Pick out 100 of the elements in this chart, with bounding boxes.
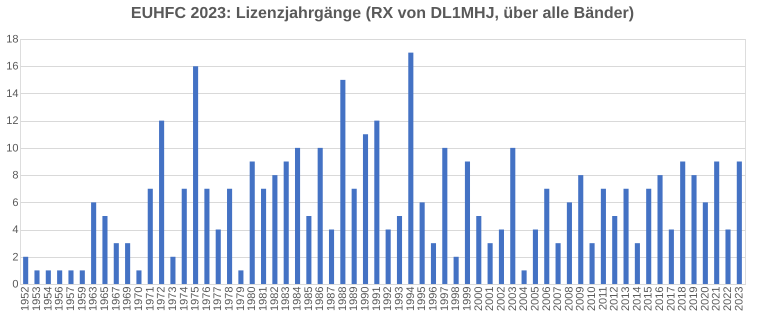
x-tick-label: 1974	[178, 286, 190, 311]
bar	[340, 80, 346, 284]
bar	[430, 243, 436, 284]
x-tick-label: 2012	[608, 286, 621, 311]
bar	[498, 230, 504, 284]
bar	[578, 175, 584, 284]
bar	[408, 52, 414, 284]
x-tick-label: 1965	[98, 286, 111, 311]
y-tick-label: 18	[6, 34, 18, 46]
x-tick-label: 1982	[268, 286, 281, 311]
x-tick-label: 1988	[336, 286, 349, 311]
x-tick-label: 2013	[620, 286, 632, 311]
y-tick-label: 16	[6, 60, 18, 73]
bar	[612, 216, 618, 284]
x-tick-label: 1995	[416, 286, 428, 311]
bar	[522, 270, 527, 284]
bar	[590, 243, 595, 284]
bar	[272, 175, 278, 284]
bar	[714, 162, 720, 284]
x-tick-label: 1977	[212, 286, 224, 311]
x-tick-label: 2002	[495, 286, 508, 311]
x-tick-label: 2021	[710, 286, 723, 311]
bar	[57, 270, 62, 284]
x-tick-label: 1992	[382, 286, 394, 311]
x-tick-label: 2014	[631, 286, 644, 311]
x-tick-label: 1972	[156, 286, 168, 311]
y-tick-label: 10	[6, 142, 18, 154]
x-tick-label: 1971	[144, 286, 156, 311]
y-tick-label: 8	[12, 170, 18, 182]
bar	[556, 243, 561, 284]
bar	[284, 162, 289, 284]
x-tick-label: 2001	[484, 286, 496, 311]
x-tick-label: 1990	[360, 286, 372, 311]
x-tick-label: 1996	[427, 286, 440, 311]
x-tick-label: 2008	[563, 286, 576, 311]
x-tick-label: 1980	[246, 286, 258, 311]
x-tick-label: 2007	[552, 286, 564, 311]
x-tick-label: 1987	[326, 286, 338, 311]
bar	[374, 120, 380, 284]
bar	[544, 188, 550, 284]
x-tick-label: 1963	[88, 286, 100, 311]
y-tick-label: 4	[12, 224, 18, 236]
x-tick-label: 1975	[190, 286, 202, 311]
x-tick-label: 1993	[393, 286, 406, 311]
bar	[352, 188, 357, 284]
x-tick-label: 1956	[54, 286, 66, 311]
bar	[46, 270, 51, 284]
chart-title: EUHFC 2023: Lizenzjahrgänge (RX von DL1MHJ, über alle Bänder)	[130, 5, 634, 22]
bar	[396, 216, 402, 284]
bar	[91, 202, 96, 284]
x-tick-label: 2006	[540, 286, 553, 311]
bar	[362, 134, 368, 284]
x-tick-label: 1969	[122, 286, 134, 311]
x-tick-label: 1952	[20, 286, 32, 311]
y-tick-label: 12	[6, 115, 18, 128]
bar	[736, 162, 742, 284]
bar	[318, 148, 323, 284]
x-tick-label: 1997	[438, 286, 451, 311]
bar	[216, 230, 221, 284]
x-tick-label: 1954	[42, 286, 54, 311]
bar	[646, 188, 652, 284]
x-tick-label: 2015	[642, 286, 655, 311]
x-tick-label: 1994	[404, 286, 417, 311]
bar	[261, 188, 266, 284]
bar	[193, 66, 198, 284]
x-tick-label: 1979	[234, 286, 247, 311]
x-tick-label: 1973	[166, 286, 179, 311]
x-tick-label: 1991	[370, 286, 383, 311]
bar	[488, 243, 493, 284]
bar	[102, 216, 108, 284]
y-tick-label: 14	[6, 88, 18, 100]
x-tick-label: 2009	[574, 286, 587, 311]
x-tick-label: 1985	[302, 286, 315, 311]
bar	[442, 148, 448, 284]
bar	[691, 175, 697, 284]
bar	[532, 230, 538, 284]
bar	[464, 162, 470, 284]
x-tick-label: 2018	[676, 286, 689, 311]
bar	[136, 270, 142, 284]
x-tick-label: 2020	[699, 286, 712, 311]
x-tick-label: 2017	[665, 286, 678, 311]
x-tick-label: 2004	[518, 286, 530, 311]
bar	[204, 188, 210, 284]
x-tick-label: 2010	[586, 286, 598, 311]
x-tick-label: 1986	[314, 286, 326, 311]
x-tick-label: 1998	[450, 286, 462, 311]
bar	[668, 230, 674, 284]
bar	[454, 256, 459, 284]
bar	[600, 188, 606, 284]
x-tick-label: 2011	[597, 286, 610, 310]
bar	[725, 230, 731, 284]
x-tick-label: 1989	[348, 286, 360, 311]
bar	[34, 270, 40, 284]
x-tick-label: 2000	[472, 286, 485, 311]
bar	[386, 230, 391, 284]
bar	[114, 243, 119, 284]
x-tick-label: 1959	[76, 286, 88, 311]
bar	[702, 202, 708, 284]
bar	[23, 256, 28, 284]
bar	[476, 216, 482, 284]
